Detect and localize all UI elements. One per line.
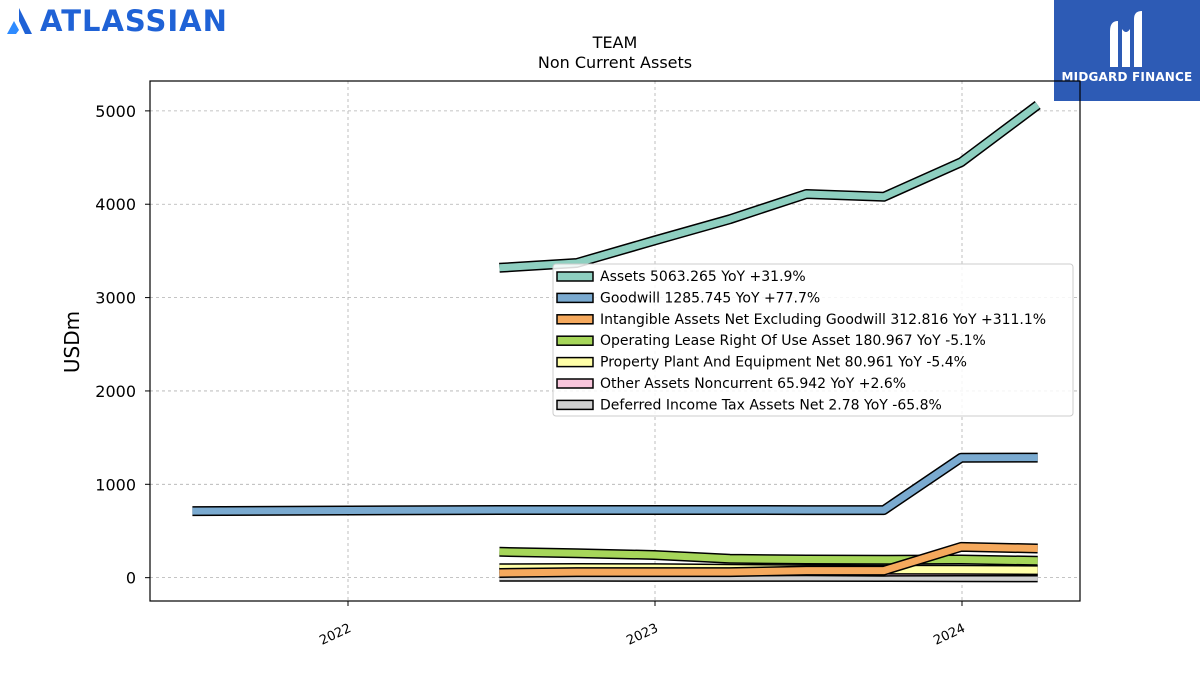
legend-box bbox=[552, 263, 1074, 417]
midgard-wordmark: MIDGARD FINANCE bbox=[1061, 70, 1193, 84]
series-line bbox=[192, 454, 1038, 515]
legend-swatch bbox=[556, 314, 594, 325]
atlassian-logo: ATLASSIAN bbox=[6, 4, 228, 38]
y-tick-label: 0 bbox=[126, 569, 136, 588]
atlassian-wordmark: ATLASSIAN bbox=[40, 4, 228, 38]
legend-entry: Property Plant And Equipment Net 80.961 … bbox=[600, 355, 967, 371]
chart-title: TEAM bbox=[592, 33, 638, 52]
y-tick-label: 4000 bbox=[95, 195, 136, 214]
chart-subtitle: Non Current Assets bbox=[538, 53, 692, 72]
legend-swatch bbox=[556, 399, 594, 411]
legend: Assets 5063.265 YoY +31.9% Goodwill 1285.… bbox=[552, 263, 1074, 417]
legend-swatch bbox=[556, 378, 594, 389]
legend-swatch bbox=[556, 292, 594, 304]
y-tick-label: 2000 bbox=[95, 382, 136, 401]
y-tick-label: 1000 bbox=[95, 475, 136, 494]
series-layer bbox=[192, 100, 1041, 583]
y-tick-label: 5000 bbox=[95, 102, 136, 121]
legend-entry: Goodwill 1285.745 YoY +77.7% bbox=[600, 290, 820, 306]
y-tick-label: 3000 bbox=[95, 289, 136, 308]
y-axis-label: USDm bbox=[60, 311, 84, 373]
legend-entry: Deferred Income Tax Assets Net 2.78 YoY … bbox=[600, 397, 942, 413]
x-tick-label: 2022 bbox=[317, 621, 353, 649]
legend-entry: Assets 5063.265 YoY +31.9% bbox=[600, 269, 806, 285]
x-tick-label: 2023 bbox=[624, 621, 660, 649]
legend-swatch bbox=[556, 271, 594, 282]
legend-swatch bbox=[556, 356, 594, 368]
midgard-finance-logo: MIDGARD FINANCE bbox=[1054, 0, 1200, 101]
plot-frame bbox=[149, 80, 1081, 602]
legend-swatch bbox=[556, 335, 594, 346]
x-tick-label: 2024 bbox=[931, 621, 967, 649]
midgard-mark-icon bbox=[1110, 11, 1142, 67]
series-line bbox=[499, 543, 1038, 577]
series-line-outline bbox=[499, 100, 1041, 273]
atlassian-mark-icon bbox=[7, 8, 32, 34]
series-line bbox=[499, 102, 1040, 272]
legend-entry: Operating Lease Right Of Use Asset 180.9… bbox=[600, 333, 986, 349]
legend-entry: Other Assets Noncurrent 65.942 YoY +2.6% bbox=[600, 376, 906, 392]
legend-entry: Intangible Assets Net Excluding Goodwill… bbox=[600, 312, 1046, 328]
series-line bbox=[499, 548, 1038, 565]
